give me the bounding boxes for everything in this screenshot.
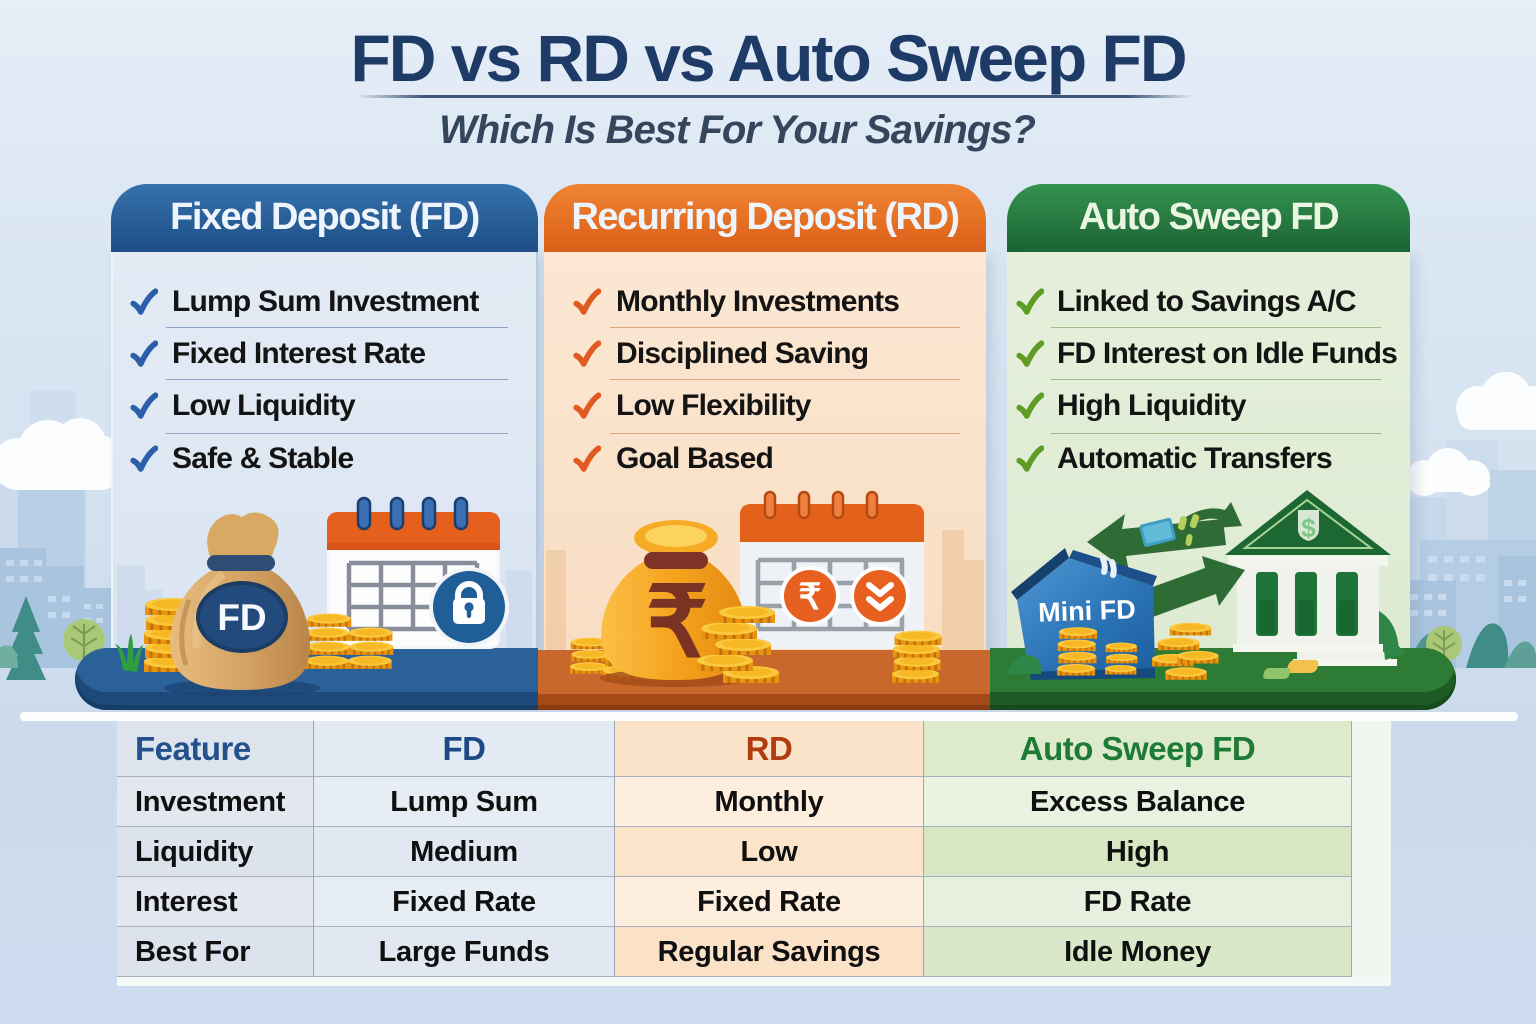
- svg-text:₹: ₹: [799, 576, 822, 617]
- svg-text:$: $: [1301, 513, 1316, 543]
- svg-text:Mini FD: Mini FD: [1038, 594, 1136, 627]
- svg-text:FD: FD: [217, 597, 266, 638]
- svg-text:₹: ₹: [646, 567, 708, 677]
